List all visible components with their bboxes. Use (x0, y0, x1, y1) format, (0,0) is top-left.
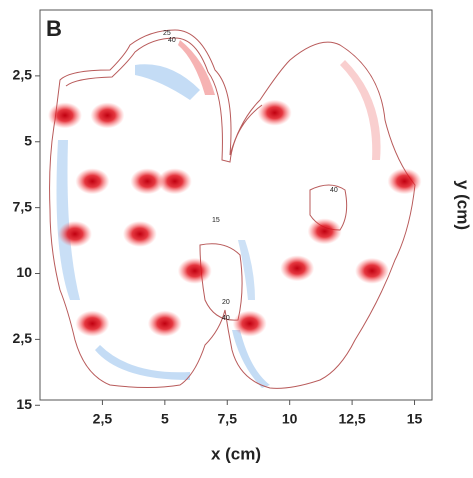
contour-label: 40 (330, 187, 338, 194)
contour-label: 25 (163, 30, 171, 37)
contour-label: 15 (212, 217, 220, 224)
hotspot (47, 102, 82, 129)
hotspot (57, 220, 92, 247)
x-tick-label: 7,5 (218, 411, 238, 427)
hotspot (232, 310, 267, 337)
panel-label: B (46, 16, 62, 41)
x-tick-label: 10 (282, 411, 298, 427)
plot-frame (39, 9, 433, 401)
contour-label: 20 (222, 299, 230, 306)
hotspot (75, 168, 110, 195)
contour-label: 40 (168, 37, 176, 44)
y-tick-label: 2,5 (13, 330, 33, 346)
hotspot (387, 168, 422, 195)
x-tick-label: 2,5 (93, 411, 113, 427)
hotspot (147, 310, 182, 337)
x-tick-label: 15 (407, 411, 423, 427)
hotspot (177, 257, 212, 284)
y-tick-label: 15 (16, 396, 32, 412)
hotspot (130, 168, 165, 195)
hotspot (355, 257, 390, 284)
hotspot (307, 218, 342, 245)
y-tick-label: 10 (16, 264, 32, 280)
x-axis-label: x (cm) (211, 444, 261, 463)
y-tick-label: 2,5 (13, 67, 33, 83)
y-axis-label: y (cm) (454, 180, 473, 230)
hotspot (157, 168, 192, 195)
x-tick-label: 12,5 (338, 411, 365, 427)
y-tick-label: 5 (24, 132, 32, 148)
contour (49, 29, 416, 389)
x-tick-label: 5 (161, 411, 169, 427)
hotspot (122, 220, 157, 247)
hotspot (90, 102, 125, 129)
hotspot (257, 99, 292, 126)
background-patches (56, 40, 381, 388)
hotspot (280, 255, 315, 282)
contour-label: 40 (222, 315, 230, 322)
y-tick-label: 7,5 (13, 198, 33, 214)
hotspot (75, 310, 110, 337)
